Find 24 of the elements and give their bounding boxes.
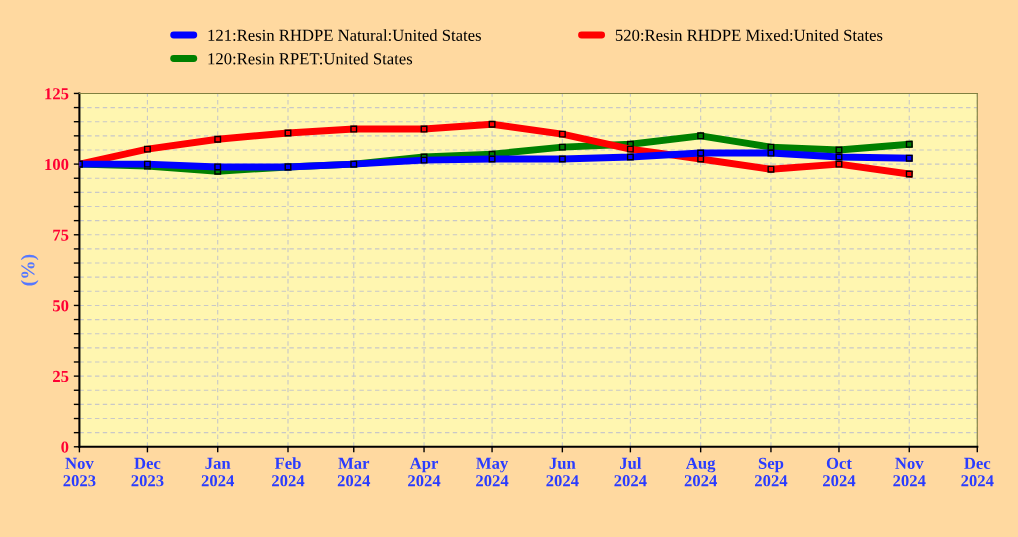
x-tick-label: Nov 2023: [63, 457, 96, 487]
x-tick-label: May 2024: [476, 457, 509, 487]
x-tick-label: Feb 2024: [272, 457, 305, 487]
x-tick-label: Dec 2024: [961, 457, 994, 487]
y-tick-label: 100: [45, 158, 69, 171]
legend-label: 520:Resin RHDPE Mixed:United States: [615, 29, 883, 41]
y-tick-label: 50: [52, 300, 69, 312]
y-tick-label: 75: [53, 229, 69, 241]
x-tick-label: Jun 2024: [546, 457, 579, 487]
x-tick-label: Jan 2024: [201, 457, 235, 487]
y-tick-label: 125: [45, 88, 69, 100]
legend-label: 121:Resin RHDPE Natural:United States: [208, 29, 481, 41]
x-tick-label: Jul 2024: [614, 457, 647, 487]
x-tick-label: Aug 2024: [684, 457, 718, 487]
legend-label: 120:Resin RPET:United States: [208, 52, 413, 65]
x-tick-label: Mar 2024: [337, 457, 371, 487]
x-tick-label: Oct 2024: [823, 457, 856, 487]
x-tick-label: Dec 2023: [131, 457, 164, 487]
x-tick-label: Apr 2024: [408, 457, 441, 487]
y-tick-label: 0: [61, 441, 69, 453]
x-tick-label: Sep 2024: [754, 457, 788, 487]
y-tick-label: 25: [53, 370, 69, 383]
x-tick-label: Nov 2024: [893, 457, 926, 487]
y-axis-title: (%): [20, 254, 39, 286]
